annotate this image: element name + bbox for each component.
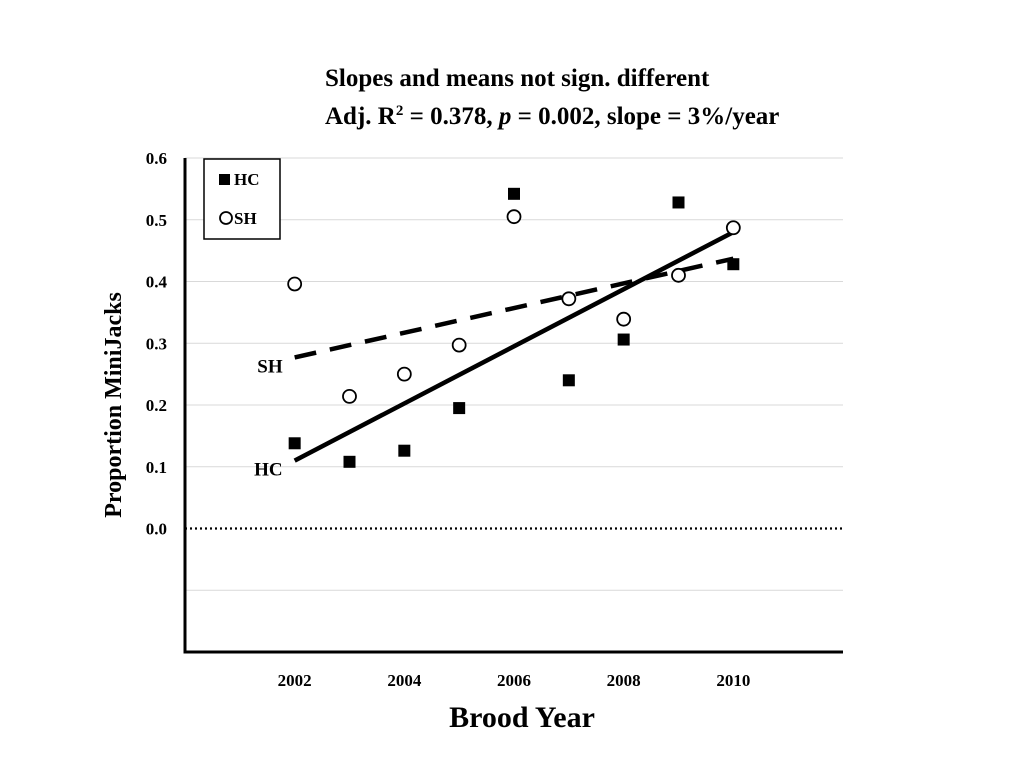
point-sh	[725, 220, 741, 236]
point-sh	[287, 276, 303, 292]
tick-labels: 0.0 0.1 0.2 0.3 0.4 0.5 0.6 2002 2004 2006 2008 201…	[146, 149, 751, 690]
line2-part-2: = 0.378,	[403, 103, 499, 130]
point-sh	[671, 267, 686, 283]
line2-part-4: = 0.002, slope = 3%/year	[511, 103, 780, 130]
point-hc	[398, 444, 411, 457]
point-sh	[342, 388, 357, 404]
x-axis-label: Brood Year	[449, 701, 595, 734]
y-tick-label: 0.6	[146, 149, 167, 168]
point-hc	[617, 333, 630, 346]
point-sh	[506, 209, 522, 225]
y-tick-label: 0.5	[146, 211, 167, 230]
y-tick-label: 0.4	[146, 273, 168, 292]
chart-annotation-line1: Slopes and means not sign. different	[325, 64, 709, 94]
trend-label-sh: SH	[257, 356, 283, 377]
legend-box	[203, 158, 281, 240]
line2-part-1: 2	[395, 103, 404, 119]
point-hc	[343, 455, 356, 468]
y-axis-label: Proportion MiniJacks	[101, 292, 127, 518]
x-tick-label: 2004	[387, 671, 422, 690]
y-tick-label: 0.0	[146, 520, 167, 539]
x-tick-label: 2002	[278, 671, 312, 690]
line2-part-0: Adj. R	[325, 103, 396, 130]
point-hc	[508, 187, 520, 200]
y-tick-label: 0.2	[146, 396, 167, 415]
axes	[183, 158, 843, 654]
legend-sh-label: SH	[234, 209, 257, 228]
x-tick-label: 2008	[607, 671, 641, 690]
legend-hc-label: HC	[234, 170, 260, 189]
point-sh	[451, 337, 467, 353]
legend: HC SH	[203, 158, 281, 240]
point-hc	[288, 437, 301, 450]
data-points	[287, 187, 741, 468]
trend-lines: HC SH	[254, 230, 735, 481]
y-tick-label: 0.1	[146, 458, 167, 477]
y-tick-label: 0.3	[146, 334, 167, 353]
point-hc	[672, 196, 685, 209]
trend-label-hc: HC	[254, 460, 283, 481]
line1-part-0: Slopes and means not sign. different	[325, 65, 710, 92]
chart-annotation-line2: Adj. R2 = 0.378, p = 0.002, slope = 3%/y…	[325, 102, 779, 132]
point-hc	[562, 374, 575, 387]
x-tick-label: 2006	[497, 671, 531, 690]
point-hc	[453, 402, 466, 415]
point-hc	[727, 258, 740, 271]
point-sh	[616, 311, 632, 327]
x-tick-label: 2010	[716, 671, 750, 690]
trend-line-hc	[293, 230, 735, 463]
trend-line-sh	[294, 256, 734, 360]
legend-hc-marker	[219, 174, 230, 185]
line2-part-3: p	[498, 103, 512, 130]
point-sh	[396, 366, 412, 382]
axis-labels: Brood Year Proportion MiniJacks	[101, 292, 595, 734]
point-sh	[561, 291, 577, 307]
legend-sh-marker	[219, 211, 233, 225]
